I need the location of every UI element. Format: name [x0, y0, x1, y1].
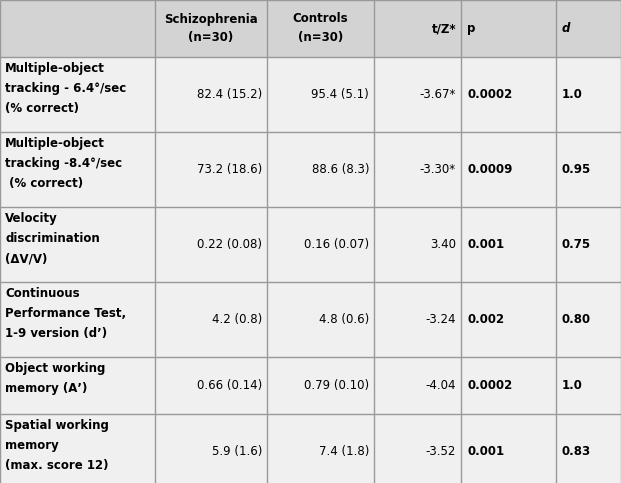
Text: 4.2 (0.8): 4.2 (0.8) — [212, 313, 262, 326]
Text: t/Z*: t/Z* — [432, 22, 456, 35]
Text: Continuous
Performance Test,
1-9 version (dʼ): Continuous Performance Test, 1-9 version… — [5, 287, 126, 340]
Text: Spatial working
memory
(max. score 12): Spatial working memory (max. score 12) — [5, 419, 109, 472]
Bar — [0, 357, 621, 414]
Text: 0.95: 0.95 — [562, 163, 591, 176]
Text: 88.6 (8.3): 88.6 (8.3) — [312, 163, 369, 176]
Text: 0.16 (0.07): 0.16 (0.07) — [304, 238, 369, 251]
Text: p: p — [467, 22, 475, 35]
Text: -3.30*: -3.30* — [420, 163, 456, 176]
Text: 0.0002: 0.0002 — [467, 88, 512, 101]
Text: -3.67*: -3.67* — [420, 88, 456, 101]
Text: 0.80: 0.80 — [562, 313, 591, 326]
Text: 1.0: 1.0 — [562, 379, 583, 392]
Text: 0.001: 0.001 — [467, 238, 504, 251]
Text: 1.0: 1.0 — [562, 88, 583, 101]
Text: 73.2 (18.6): 73.2 (18.6) — [197, 163, 262, 176]
Text: Controls
(n=30): Controls (n=30) — [292, 13, 348, 44]
Text: -3.24: -3.24 — [425, 313, 456, 326]
Text: 82.4 (15.2): 82.4 (15.2) — [197, 88, 262, 101]
Text: 0.83: 0.83 — [562, 445, 591, 458]
Text: Multiple-object
tracking - 6.4°/sec
(% correct): Multiple-object tracking - 6.4°/sec (% c… — [5, 62, 126, 115]
Bar — [0, 0, 621, 57]
Text: -3.52: -3.52 — [425, 445, 456, 458]
Text: 0.001: 0.001 — [467, 445, 504, 458]
Text: 0.66 (0.14): 0.66 (0.14) — [197, 379, 262, 392]
Bar — [0, 207, 621, 282]
Text: 95.4 (5.1): 95.4 (5.1) — [311, 88, 369, 101]
Text: Multiple-object
tracking -8.4°/sec
 (% correct): Multiple-object tracking -8.4°/sec (% co… — [5, 137, 122, 190]
Text: 7.4 (1.8): 7.4 (1.8) — [319, 445, 369, 458]
Text: 3.40: 3.40 — [430, 238, 456, 251]
Bar — [0, 414, 621, 483]
Text: 0.0009: 0.0009 — [467, 163, 512, 176]
Text: 5.9 (1.6): 5.9 (1.6) — [212, 445, 262, 458]
Text: 0.002: 0.002 — [467, 313, 504, 326]
Text: -4.04: -4.04 — [425, 379, 456, 392]
Text: 0.22 (0.08): 0.22 (0.08) — [197, 238, 262, 251]
Text: Velocity
discrimination
(ΔV/V): Velocity discrimination (ΔV/V) — [5, 212, 100, 265]
Text: Schizophrenia
(n=30): Schizophrenia (n=30) — [164, 13, 258, 44]
Text: d: d — [562, 22, 570, 35]
Bar — [0, 132, 621, 207]
Bar — [0, 57, 621, 132]
Text: 0.79 (0.10): 0.79 (0.10) — [304, 379, 369, 392]
Text: Object working
memory (Aʼ): Object working memory (Aʼ) — [5, 362, 106, 395]
Text: 4.8 (0.6): 4.8 (0.6) — [319, 313, 369, 326]
Text: 0.75: 0.75 — [562, 238, 591, 251]
Text: 0.0002: 0.0002 — [467, 379, 512, 392]
Bar — [0, 282, 621, 357]
